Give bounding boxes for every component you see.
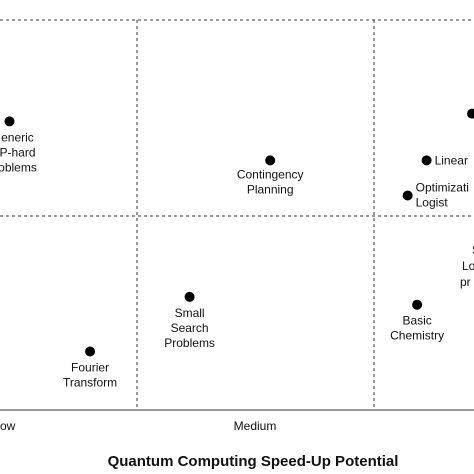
- x-tick-medium: Medium: [234, 419, 277, 433]
- point-label: Transform: [63, 376, 117, 390]
- point-label: Chemistry: [390, 329, 444, 343]
- point-label: Basic: [402, 314, 431, 328]
- point-label: Contingency: [237, 167, 304, 181]
- x-tick-low: ow: [0, 419, 16, 433]
- data-point-group: Linear: [421, 153, 468, 167]
- data-point: [184, 291, 195, 302]
- edge-point-label: pr: [460, 275, 471, 289]
- edge-point-label: S: [472, 243, 474, 257]
- point-label: Optimizati: [416, 181, 469, 195]
- point-label: Problems: [164, 336, 215, 350]
- point-label: eneric: [1, 130, 34, 144]
- data-point: [412, 299, 423, 310]
- point-label: P-hard: [0, 145, 35, 159]
- data-point: [402, 190, 413, 201]
- grid-lines: [0, 19, 474, 410]
- data-point: [4, 116, 15, 127]
- data-point: [467, 108, 474, 119]
- data-point: [265, 155, 276, 166]
- data-point: [85, 346, 96, 357]
- point-label: Small: [175, 306, 205, 320]
- point-label: Fourier: [71, 361, 109, 375]
- point-label: Linear: [435, 153, 468, 167]
- x-axis-title: Quantum Computing Speed-Up Potential: [108, 453, 399, 470]
- data-point-group: [467, 108, 474, 119]
- point-label: Logist: [416, 196, 449, 210]
- point-label: oblems: [0, 160, 37, 174]
- edge-labels: S Lo pr: [460, 243, 474, 289]
- point-label: Search: [171, 321, 209, 335]
- edge-point-label: Lo: [462, 259, 474, 273]
- point-label: Planning: [247, 182, 294, 196]
- data-point: [421, 155, 432, 166]
